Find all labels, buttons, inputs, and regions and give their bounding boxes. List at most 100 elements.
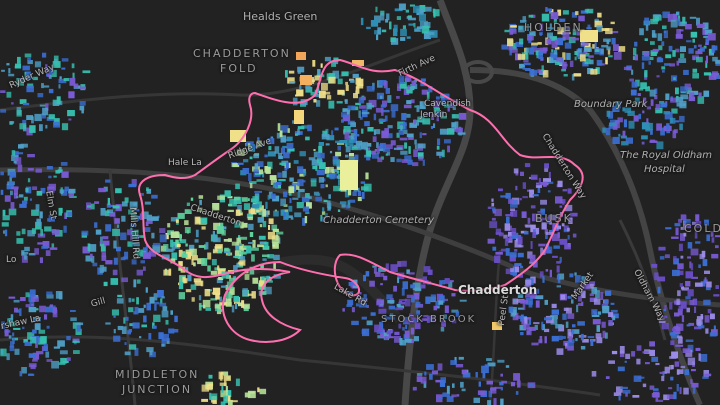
building — [487, 362, 496, 367]
building — [710, 231, 714, 237]
building — [115, 188, 122, 194]
building — [509, 50, 512, 56]
building — [27, 178, 31, 183]
building — [232, 163, 240, 168]
building — [473, 397, 480, 403]
building — [555, 324, 563, 329]
building — [149, 351, 156, 358]
building — [224, 190, 231, 197]
building — [15, 152, 24, 155]
building — [288, 186, 295, 194]
building — [11, 150, 16, 156]
building — [544, 328, 550, 333]
building — [191, 255, 198, 261]
road-north — [0, 38, 441, 112]
building — [366, 102, 372, 110]
building — [235, 302, 238, 310]
building — [697, 96, 705, 104]
building — [69, 195, 77, 198]
building — [287, 77, 295, 84]
building — [606, 46, 611, 51]
label-hale-ln: Hale La — [168, 158, 202, 168]
building — [61, 58, 69, 62]
building — [27, 168, 34, 171]
building — [416, 310, 421, 315]
building — [280, 125, 289, 133]
building — [299, 151, 306, 157]
building — [367, 127, 374, 132]
building — [676, 369, 680, 375]
building — [288, 215, 293, 218]
building — [602, 330, 606, 339]
building — [278, 179, 286, 182]
building — [656, 75, 660, 78]
building — [571, 74, 575, 81]
building — [325, 184, 328, 188]
building — [257, 387, 260, 393]
building — [519, 324, 526, 331]
building — [406, 133, 414, 138]
building — [425, 296, 431, 304]
building — [130, 234, 133, 241]
building — [194, 280, 203, 286]
building — [90, 203, 95, 210]
building — [35, 204, 40, 212]
building — [236, 149, 245, 156]
building — [133, 311, 137, 315]
building — [591, 309, 598, 315]
building — [537, 69, 545, 74]
building — [131, 179, 137, 186]
building — [572, 28, 577, 36]
building — [566, 53, 571, 60]
building — [704, 219, 709, 226]
building — [13, 327, 21, 330]
building — [602, 305, 610, 314]
building — [679, 115, 685, 123]
building — [556, 265, 560, 273]
building — [262, 171, 265, 178]
building-highlight — [352, 60, 364, 66]
building — [100, 236, 103, 244]
building — [571, 37, 580, 41]
building — [12, 337, 15, 345]
building — [378, 148, 385, 152]
building — [695, 282, 703, 287]
building — [451, 122, 456, 128]
building — [289, 81, 296, 84]
building — [678, 58, 687, 63]
building — [637, 93, 641, 96]
building — [178, 249, 183, 257]
building — [683, 221, 687, 228]
building — [655, 104, 660, 110]
building — [655, 362, 660, 366]
building — [540, 208, 546, 215]
building — [481, 365, 489, 374]
building — [677, 369, 684, 374]
building — [443, 314, 447, 319]
building — [556, 285, 561, 288]
building — [401, 287, 405, 296]
building — [386, 13, 390, 21]
building — [355, 140, 363, 146]
building — [244, 274, 250, 280]
building — [347, 299, 354, 306]
building — [645, 122, 653, 131]
building — [589, 281, 596, 286]
building — [339, 201, 347, 205]
building — [547, 181, 554, 184]
building — [583, 50, 588, 54]
building — [259, 224, 263, 228]
building — [182, 276, 186, 284]
building — [391, 110, 396, 118]
building — [689, 299, 694, 306]
building — [605, 28, 613, 35]
building — [31, 209, 39, 216]
building — [653, 388, 659, 391]
building — [46, 325, 50, 329]
building — [214, 304, 222, 309]
building — [556, 274, 560, 280]
building — [356, 295, 359, 298]
building — [659, 101, 665, 104]
building — [208, 374, 213, 379]
